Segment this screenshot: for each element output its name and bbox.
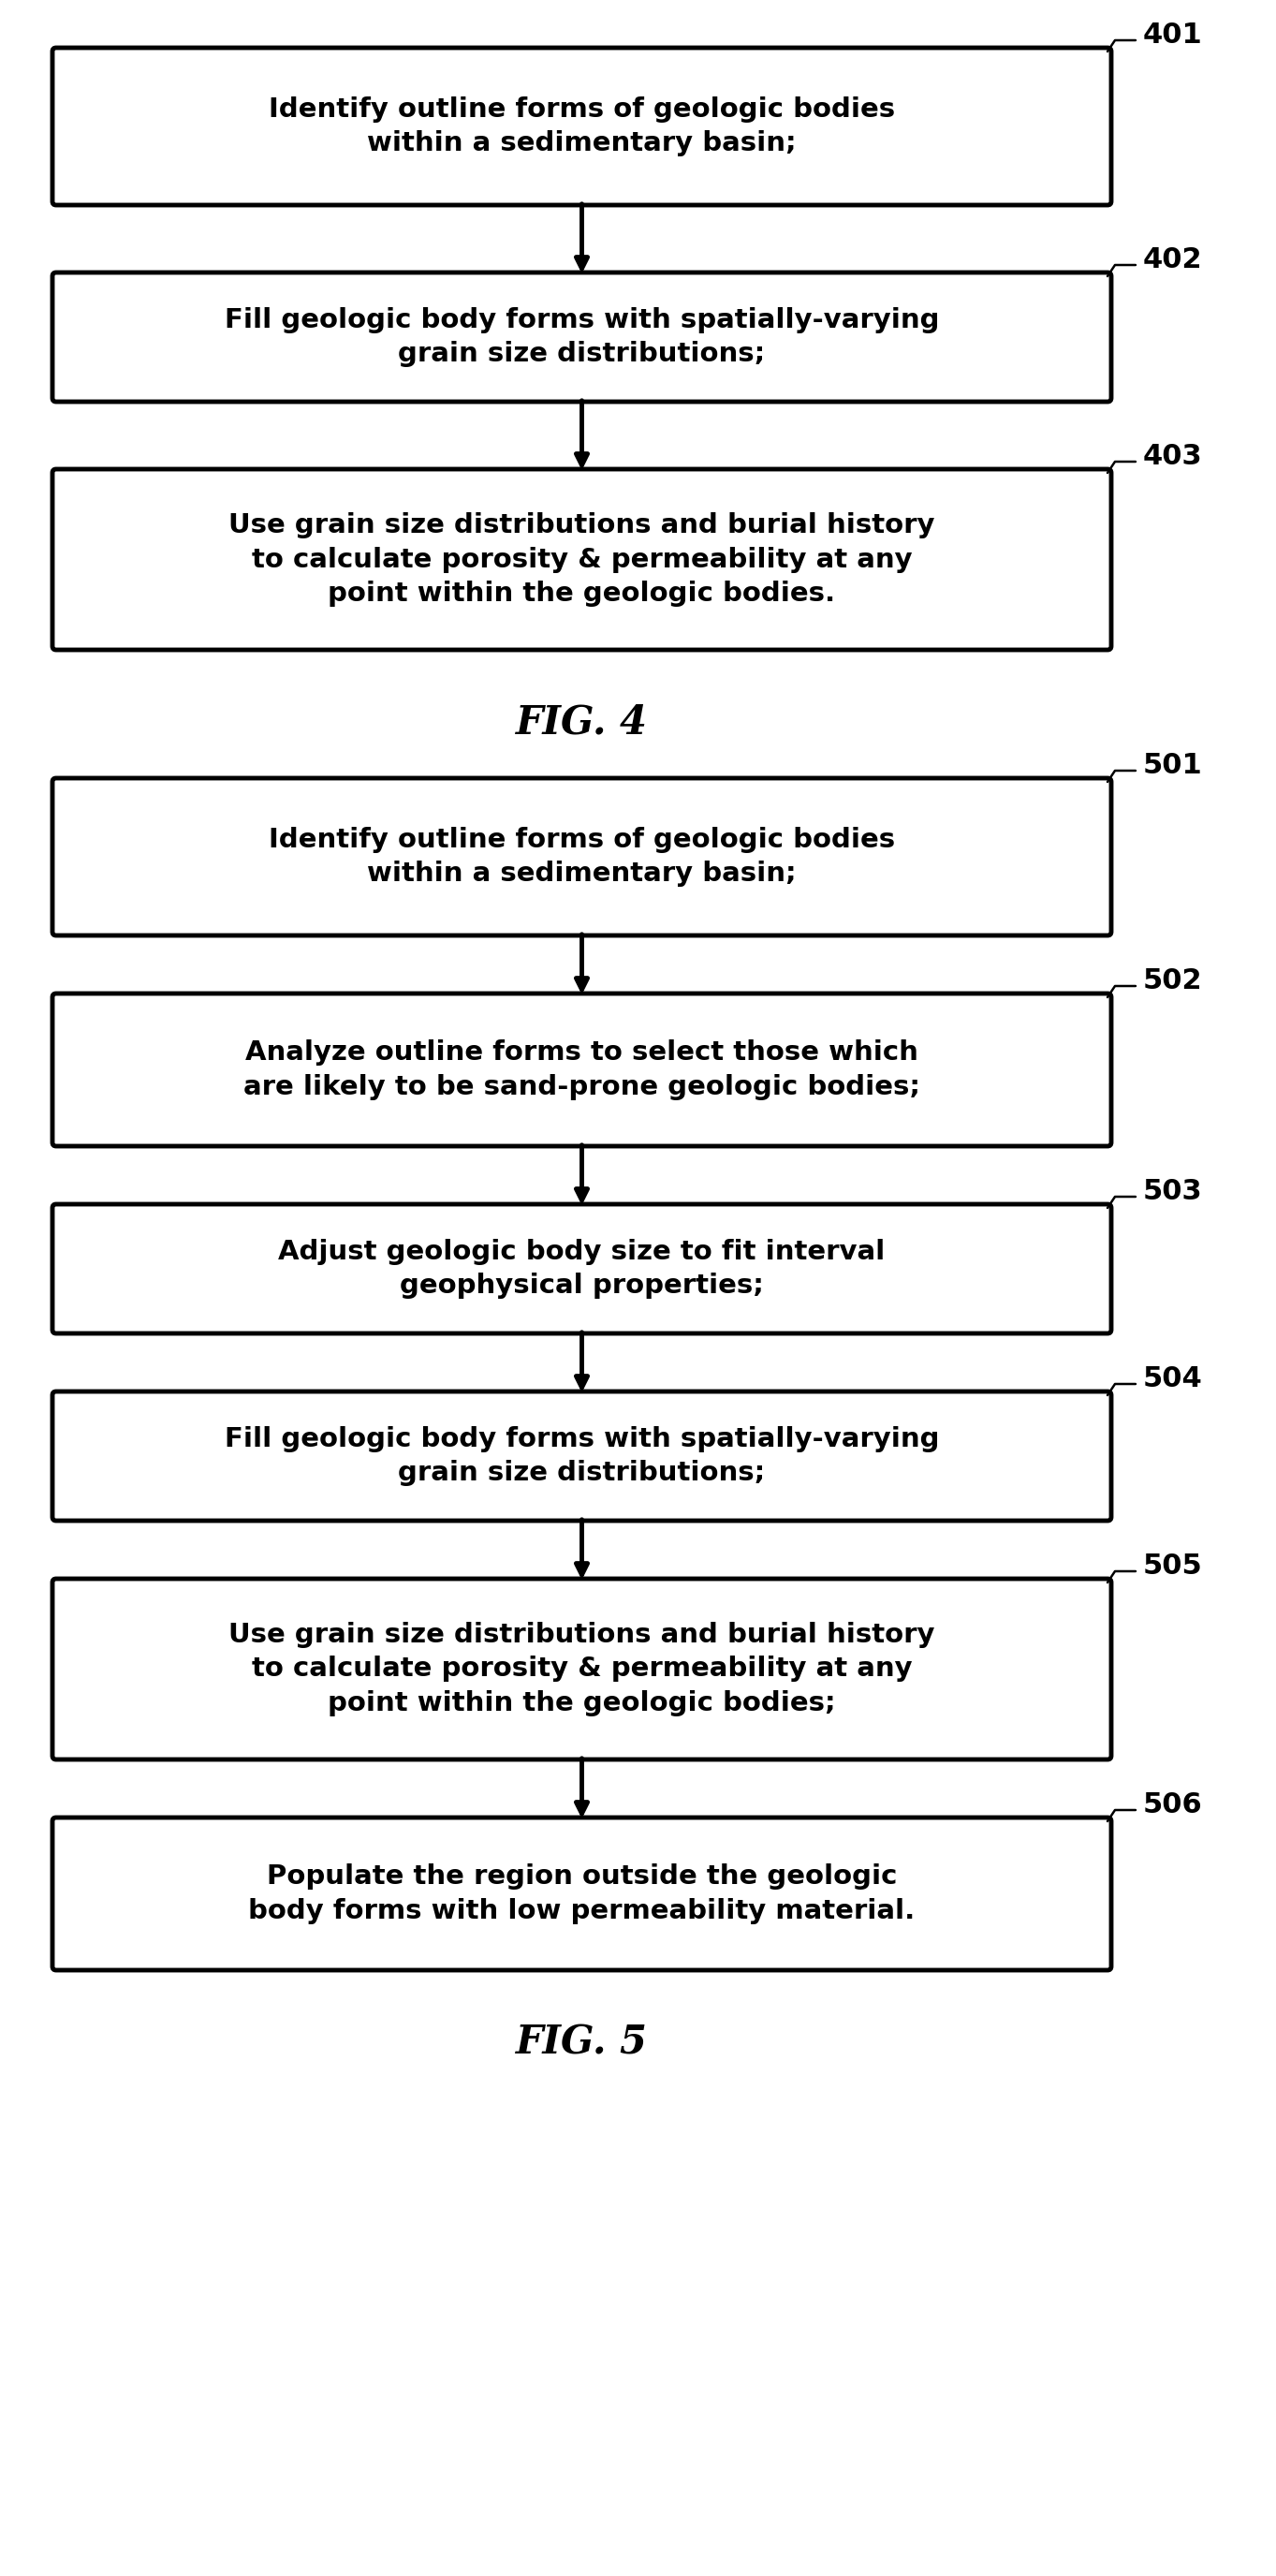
Text: Fill geologic body forms with spatially-varying
grain size distributions;: Fill geologic body forms with spatially-… — [225, 1425, 939, 1486]
Text: FIG. 4: FIG. 4 — [516, 703, 648, 742]
Text: 501: 501 — [1143, 752, 1203, 778]
Text: Identify outline forms of geologic bodies
within a sedimentary basin;: Identify outline forms of geologic bodie… — [269, 827, 894, 886]
FancyBboxPatch shape — [52, 1579, 1111, 1759]
FancyBboxPatch shape — [52, 1391, 1111, 1520]
Text: 504: 504 — [1143, 1365, 1203, 1394]
Text: Fill geologic body forms with spatially-varying
grain size distributions;: Fill geologic body forms with spatially-… — [225, 307, 939, 368]
Text: Use grain size distributions and burial history
to calculate porosity & permeabi: Use grain size distributions and burial … — [228, 513, 935, 608]
Text: 506: 506 — [1143, 1790, 1203, 1819]
Text: 502: 502 — [1143, 966, 1202, 994]
FancyBboxPatch shape — [52, 994, 1111, 1146]
Text: 402: 402 — [1143, 247, 1202, 273]
Text: 401: 401 — [1143, 21, 1203, 49]
FancyBboxPatch shape — [52, 1203, 1111, 1334]
Text: Adjust geologic body size to fit interval
geophysical properties;: Adjust geologic body size to fit interva… — [278, 1239, 886, 1298]
FancyBboxPatch shape — [52, 469, 1111, 649]
Text: Use grain size distributions and burial history
to calculate porosity & permeabi: Use grain size distributions and burial … — [228, 1620, 935, 1716]
FancyBboxPatch shape — [52, 273, 1111, 402]
FancyBboxPatch shape — [52, 1819, 1111, 1971]
Text: 503: 503 — [1143, 1177, 1202, 1206]
Text: Populate the region outside the geologic
body forms with low permeability materi: Populate the region outside the geologic… — [249, 1862, 915, 1924]
Text: 505: 505 — [1143, 1553, 1203, 1579]
Text: Analyze outline forms to select those which
are likely to be sand-prone geologic: Analyze outline forms to select those wh… — [244, 1041, 920, 1100]
Text: 403: 403 — [1143, 443, 1202, 469]
Text: Identify outline forms of geologic bodies
within a sedimentary basin;: Identify outline forms of geologic bodie… — [269, 95, 894, 157]
Text: FIG. 5: FIG. 5 — [516, 2022, 648, 2061]
FancyBboxPatch shape — [52, 49, 1111, 206]
FancyBboxPatch shape — [52, 778, 1111, 935]
